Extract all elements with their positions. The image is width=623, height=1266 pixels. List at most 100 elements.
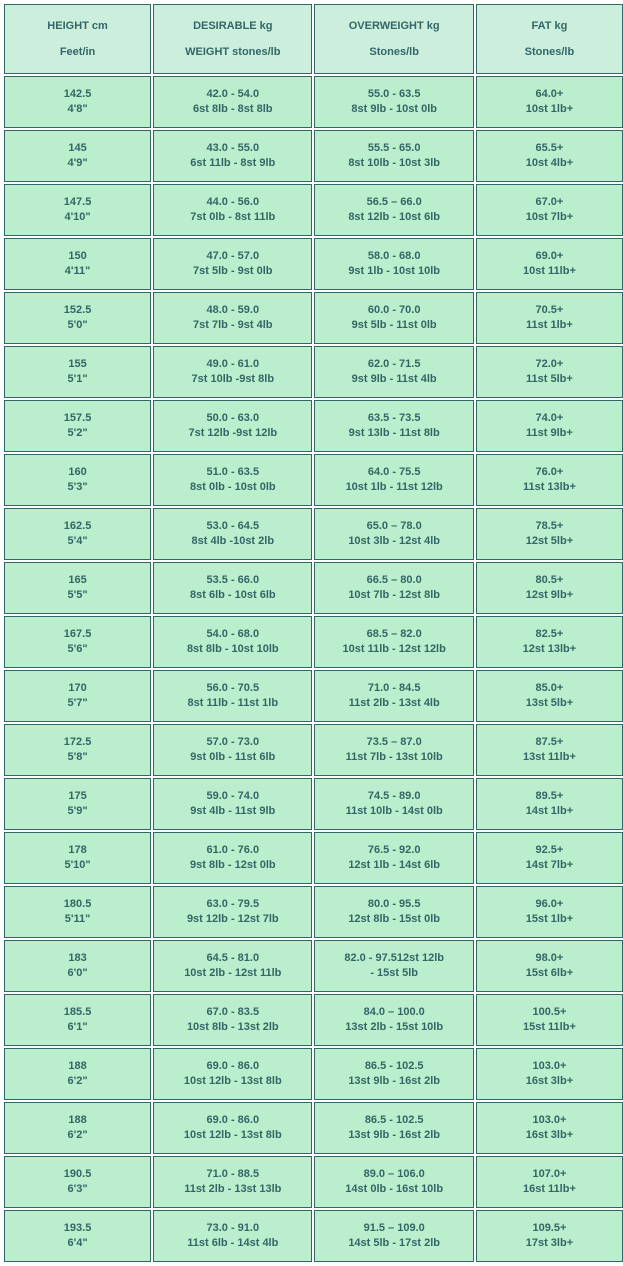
- header-line1: OVERWEIGHT kg: [319, 20, 468, 32]
- cell-line2: 8st 6lb - 10st 6lb: [158, 588, 307, 603]
- cell-line1: 71.0 - 88.5: [158, 1167, 307, 1182]
- cell-line1: 51.0 - 63.5: [158, 465, 307, 480]
- cell-line1: 65.5+: [481, 141, 618, 156]
- cell-line1: 96.0+: [481, 897, 618, 912]
- table-cell: 63.0 - 79.59st 12lb - 12st 7lb: [153, 886, 312, 938]
- weight-height-table: HEIGHT cm Feet/in DESIRABLE kg WEIGHT st…: [2, 2, 623, 1264]
- cell-line1: 142.5: [9, 87, 146, 102]
- table-cell: 190.56'3": [4, 1156, 151, 1208]
- cell-line2: 5'11": [9, 912, 146, 927]
- table-cell: 63.5 - 73.59st 13lb - 11st 8lb: [314, 400, 473, 452]
- cell-line1: 63.0 - 79.5: [158, 897, 307, 912]
- table-cell: 1886'2": [4, 1048, 151, 1100]
- table-cell: 56.0 - 70.58st 11lb - 11st 1lb: [153, 670, 312, 722]
- table-cell: 51.0 - 63.58st 0lb - 10st 0lb: [153, 454, 312, 506]
- cell-line1: 59.0 - 74.0: [158, 789, 307, 804]
- table-cell: 69.0 - 86.010st 12lb - 13st 8lb: [153, 1048, 312, 1100]
- cell-line1: 175: [9, 789, 146, 804]
- table-cell: 60.0 - 70.09st 5lb - 11st 0lb: [314, 292, 473, 344]
- table-cell: 70.5+11st 1lb+: [476, 292, 623, 344]
- table-cell: 86.5 - 102.513st 9lb - 16st 2lb: [314, 1102, 473, 1154]
- cell-line1: 53.5 - 66.0: [158, 573, 307, 588]
- table-cell: 89.5+14st 1lb+: [476, 778, 623, 830]
- cell-line1: 42.0 - 54.0: [158, 87, 307, 102]
- table-cell: 185.56'1": [4, 994, 151, 1046]
- table-cell: 1886'2": [4, 1102, 151, 1154]
- cell-line2: 11st 9lb+: [481, 426, 618, 441]
- table-row: 1555'1"49.0 - 61.07st 10lb -9st 8lb62.0 …: [4, 346, 623, 398]
- cell-line1: 43.0 - 55.0: [158, 141, 307, 156]
- cell-line2: 13st 5lb+: [481, 696, 618, 711]
- cell-line2: 5'8": [9, 750, 146, 765]
- cell-line2: 14st 0lb - 16st 10lb: [319, 1182, 468, 1197]
- table-row: 1504'11"47.0 - 57.07st 5lb - 9st 0lb58.0…: [4, 238, 623, 290]
- cell-line1: 82.0 - 97.512st 12lb: [319, 951, 468, 966]
- table-cell: 152.55'0": [4, 292, 151, 344]
- cell-line2: 15st 11lb+: [481, 1020, 618, 1035]
- cell-line2: 5'4": [9, 534, 146, 549]
- table-cell: 73.0 - 91.011st 6lb - 14st 4lb: [153, 1210, 312, 1262]
- table-cell: 42.0 - 54.06st 8lb - 8st 8lb: [153, 76, 312, 128]
- cell-line1: 67.0 - 83.5: [158, 1005, 307, 1020]
- cell-line1: 89.0 – 106.0: [319, 1167, 468, 1182]
- col-header-desirable: DESIRABLE kg WEIGHT stones/lb: [153, 4, 312, 74]
- cell-line1: 92.5+: [481, 843, 618, 858]
- header-line2: WEIGHT stones/lb: [158, 46, 307, 58]
- table-cell: 48.0 - 59.07st 7lb - 9st 4lb: [153, 292, 312, 344]
- col-header-height: HEIGHT cm Feet/in: [4, 4, 151, 74]
- table-cell: 82.5+12st 13lb+: [476, 616, 623, 668]
- cell-line2: 8st 12lb - 10st 6lb: [319, 210, 468, 225]
- cell-line2: 6st 11lb - 8st 9lb: [158, 156, 307, 171]
- header-line2: Feet/in: [9, 46, 146, 58]
- table-header: HEIGHT cm Feet/in DESIRABLE kg WEIGHT st…: [4, 4, 623, 74]
- table-cell: 1785'10": [4, 832, 151, 884]
- cell-line2: 9st 5lb - 11st 0lb: [319, 318, 468, 333]
- table-cell: 54.0 - 68.08st 8lb - 10st 10lb: [153, 616, 312, 668]
- cell-line2: 6'1": [9, 1020, 146, 1035]
- cell-line1: 87.5+: [481, 735, 618, 750]
- cell-line2: 8st 10lb - 10st 3lb: [319, 156, 468, 171]
- table-cell: 89.0 – 106.014st 0lb - 16st 10lb: [314, 1156, 473, 1208]
- table-cell: 73.5 – 87.011st 7lb - 13st 10lb: [314, 724, 473, 776]
- cell-line1: 150: [9, 249, 146, 264]
- table-row: 185.56'1"67.0 - 83.510st 8lb - 13st 2lb8…: [4, 994, 623, 1046]
- cell-line2: 11st 10lb - 14st 0lb: [319, 804, 468, 819]
- cell-line1: 55.0 - 63.5: [319, 87, 468, 102]
- table-cell: 64.0 - 75.510st 1lb - 11st 12lb: [314, 454, 473, 506]
- cell-line1: 103.0+: [481, 1059, 618, 1074]
- cell-line2: 5'2": [9, 426, 146, 441]
- table-row: 1886'2"69.0 - 86.010st 12lb - 13st 8lb86…: [4, 1102, 623, 1154]
- header-line1: HEIGHT cm: [9, 20, 146, 32]
- cell-line1: 85.0+: [481, 681, 618, 696]
- cell-line2: 9st 1lb - 10st 10lb: [319, 264, 468, 279]
- cell-line1: 74.0+: [481, 411, 618, 426]
- table-cell: 157.55'2": [4, 400, 151, 452]
- table-cell: 1755'9": [4, 778, 151, 830]
- cell-line1: 160: [9, 465, 146, 480]
- table-cell: 72.0+11st 5lb+: [476, 346, 623, 398]
- col-header-overweight: OVERWEIGHT kg Stones/lb: [314, 4, 473, 74]
- cell-line1: 80.5+: [481, 573, 618, 588]
- cell-line2: 11st 6lb - 14st 4lb: [158, 1236, 307, 1251]
- cell-line2: 6'2": [9, 1128, 146, 1143]
- cell-line1: 68.5 – 82.0: [319, 627, 468, 642]
- cell-line1: 69.0+: [481, 249, 618, 264]
- cell-line2: 10st 3lb - 12st 4lb: [319, 534, 468, 549]
- cell-line2: 14st 7lb+: [481, 858, 618, 873]
- cell-line1: 193.5: [9, 1221, 146, 1236]
- cell-line1: 86.5 - 102.5: [319, 1113, 468, 1128]
- cell-line2: 14st 5lb - 17st 2lb: [319, 1236, 468, 1251]
- table-cell: 67.0 - 83.510st 8lb - 13st 2lb: [153, 994, 312, 1046]
- cell-line1: 71.0 - 84.5: [319, 681, 468, 696]
- header-line2: Stones/lb: [481, 46, 618, 58]
- table-cell: 98.0+15st 6lb+: [476, 940, 623, 992]
- table-cell: 76.0+11st 13lb+: [476, 454, 623, 506]
- table-row: 147.54'10"44.0 - 56.07st 0lb - 8st 11lb5…: [4, 184, 623, 236]
- cell-line1: 50.0 - 63.0: [158, 411, 307, 426]
- cell-line2: 10st 11lb - 12st 12lb: [319, 642, 468, 657]
- table-cell: 76.5 - 92.012st 1lb - 14st 6lb: [314, 832, 473, 884]
- table-cell: 55.0 - 63.58st 9lb - 10st 0lb: [314, 76, 473, 128]
- table-cell: 109.5+17st 3lb+: [476, 1210, 623, 1262]
- cell-line2: 12st 9lb+: [481, 588, 618, 603]
- cell-line2: 6st 8lb - 8st 8lb: [158, 102, 307, 117]
